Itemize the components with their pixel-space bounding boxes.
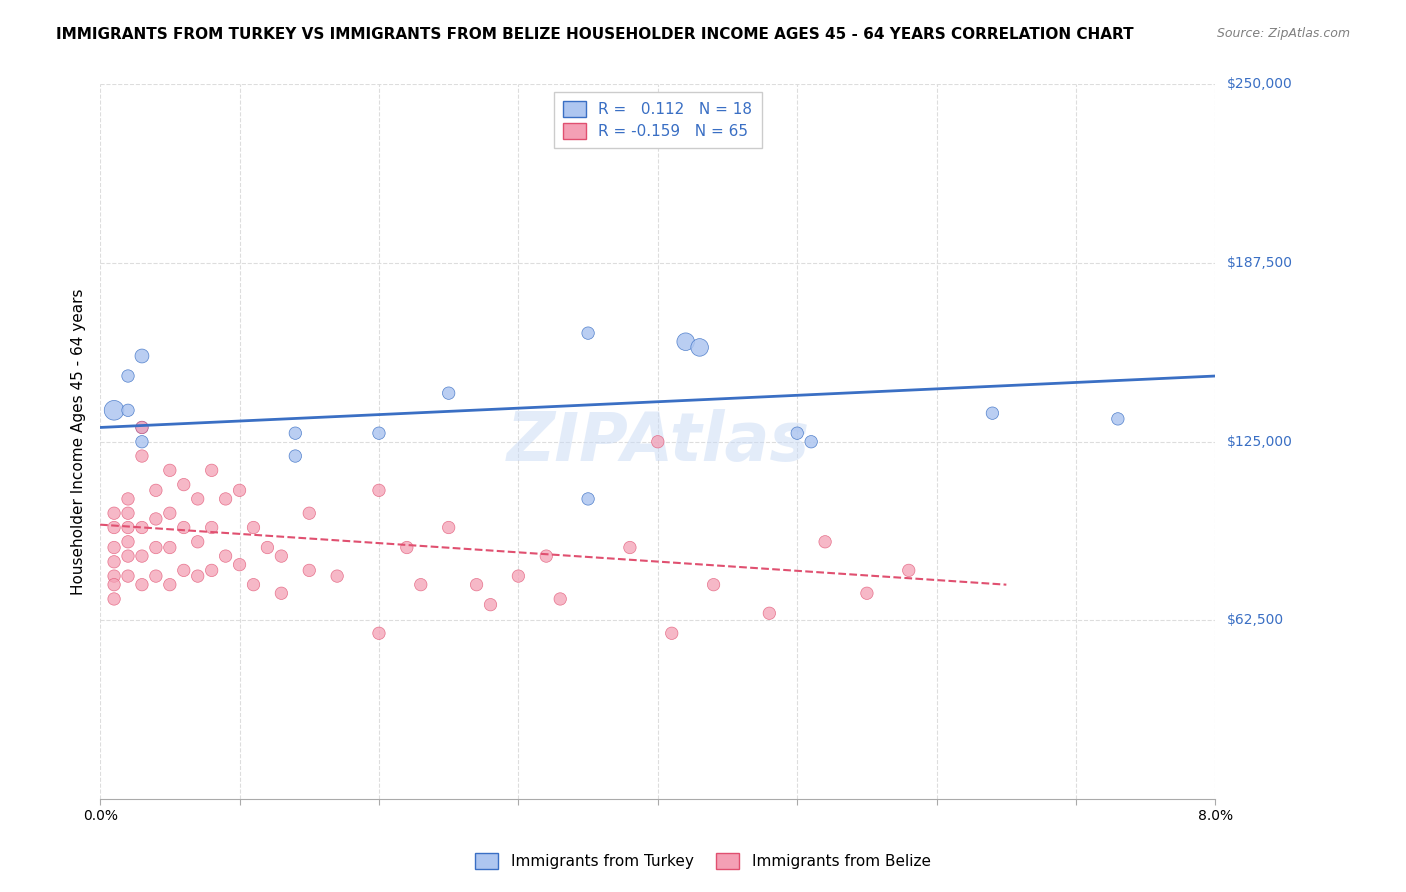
Point [228,558,250,572]
Point [856,586,879,600]
Point [689,340,711,354]
Point [465,577,488,591]
Point [214,491,236,506]
Point [145,541,167,555]
Point [368,426,391,441]
Point [284,449,307,463]
Point [228,483,250,498]
Point [981,406,1004,420]
Point [159,577,181,591]
Point [131,420,153,434]
Point [536,549,558,563]
Point [117,549,139,563]
Point [437,520,460,534]
Text: $250,000: $250,000 [1226,78,1292,92]
Point [800,434,823,449]
Point [619,541,641,555]
Point [131,434,153,449]
Point [326,569,349,583]
Point [242,577,264,591]
Point [368,626,391,640]
Point [131,520,153,534]
Point [145,512,167,526]
Point [117,520,139,534]
Point [284,426,307,441]
Point [103,403,125,417]
Point [103,506,125,520]
Point [298,506,321,520]
Point [103,541,125,555]
Point [647,434,669,449]
Text: $187,500: $187,500 [1226,256,1292,270]
Point [103,520,125,534]
Point [187,569,209,583]
Point [159,463,181,477]
Point [576,491,599,506]
Point [187,491,209,506]
Point [576,326,599,340]
Point [159,541,181,555]
Point [758,607,780,621]
Point [103,569,125,583]
Point [270,549,292,563]
Point [201,520,224,534]
Point [173,563,195,577]
Point [173,520,195,534]
Point [242,520,264,534]
Point [675,334,697,349]
Point [117,506,139,520]
Point [131,577,153,591]
Point [201,563,224,577]
Point [103,591,125,606]
Point [117,369,139,384]
Point [187,534,209,549]
Point [131,549,153,563]
Point [897,563,920,577]
Y-axis label: Householder Income Ages 45 - 64 years: Householder Income Ages 45 - 64 years [72,288,86,595]
Point [1107,412,1129,426]
Point [703,577,725,591]
Point [368,483,391,498]
Point [103,577,125,591]
Legend: R =   0.112   N = 18, R = -0.159   N = 65: R = 0.112 N = 18, R = -0.159 N = 65 [554,92,762,148]
Text: IMMIGRANTS FROM TURKEY VS IMMIGRANTS FROM BELIZE HOUSEHOLDER INCOME AGES 45 - 64: IMMIGRANTS FROM TURKEY VS IMMIGRANTS FRO… [56,27,1133,42]
Point [479,598,502,612]
Point [159,506,181,520]
Text: $125,000: $125,000 [1226,434,1292,449]
Point [131,349,153,363]
Point [145,569,167,583]
Point [131,420,153,434]
Point [270,586,292,600]
Point [409,577,432,591]
Point [298,563,321,577]
Point [786,426,808,441]
Point [103,555,125,569]
Point [256,541,278,555]
Legend: Immigrants from Turkey, Immigrants from Belize: Immigrants from Turkey, Immigrants from … [470,847,936,875]
Point [173,477,195,491]
Point [508,569,530,583]
Text: ZIPAtlas: ZIPAtlas [506,409,810,475]
Point [395,541,418,555]
Point [145,483,167,498]
Point [201,463,224,477]
Point [117,491,139,506]
Text: Source: ZipAtlas.com: Source: ZipAtlas.com [1216,27,1350,40]
Point [117,569,139,583]
Point [214,549,236,563]
Point [814,534,837,549]
Point [661,626,683,640]
Point [437,386,460,401]
Point [131,449,153,463]
Text: $62,500: $62,500 [1226,614,1284,627]
Point [117,403,139,417]
Point [548,591,571,606]
Point [117,534,139,549]
